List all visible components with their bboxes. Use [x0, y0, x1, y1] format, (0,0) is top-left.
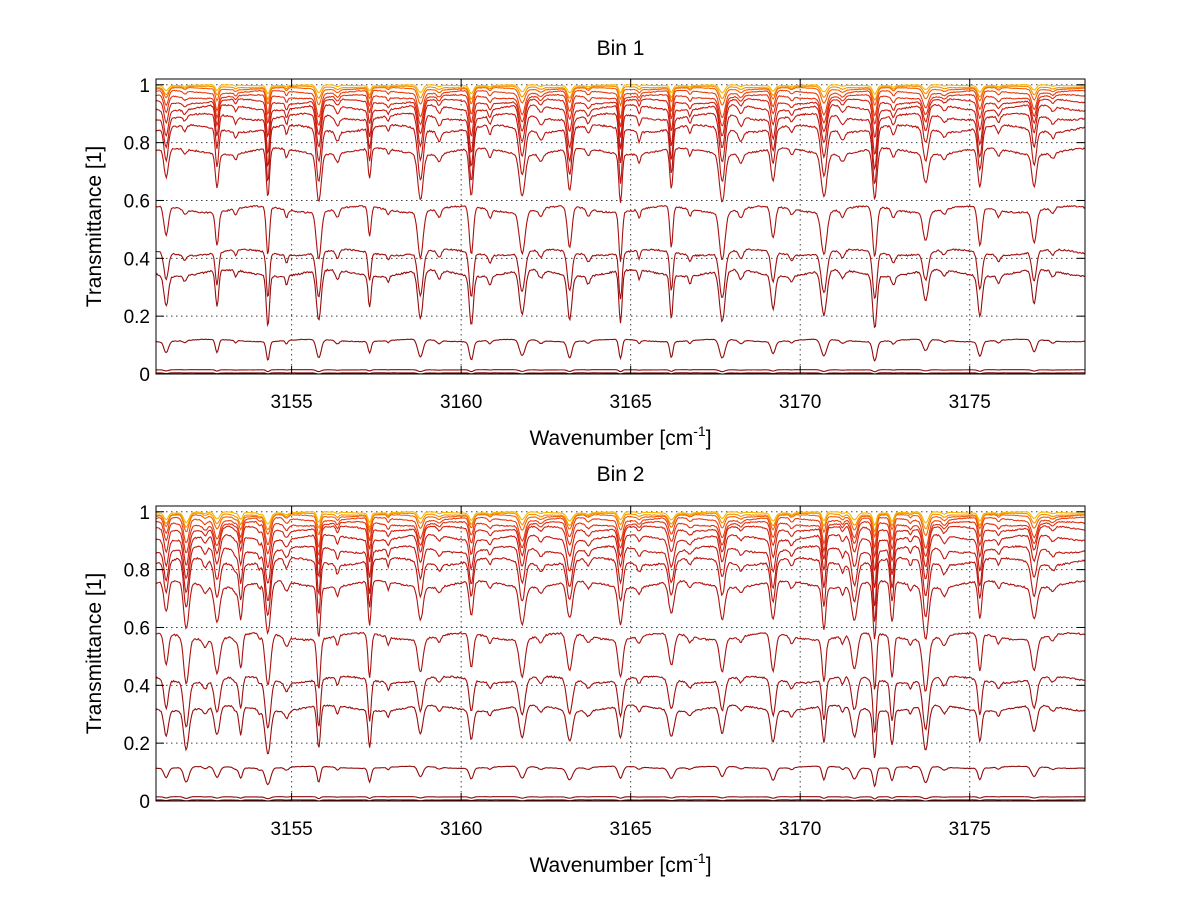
series-line-3: [155, 513, 1086, 539]
y-tick-label: 0.6: [124, 618, 150, 639]
series-line-5: [155, 93, 1086, 128]
y-axis-title: Transmittance [1]: [83, 573, 106, 734]
series-line-15: [155, 796, 1086, 800]
y-tick-label: 0.8: [124, 561, 150, 582]
series-group: [155, 84, 1086, 375]
y-tick-label: 0.2: [124, 734, 150, 755]
x-tick-label: 3165: [610, 819, 652, 840]
series-group: [155, 511, 1086, 802]
chart-panel-1: 3155 3160 3165 3170 3175 0 0.2 0.4 0.6 0.8 1 Bin 1 W…: [83, 37, 1086, 450]
series-line-4: [155, 89, 1086, 119]
series-line-3: [155, 86, 1086, 108]
series-line-8: [155, 544, 1086, 607]
plot-area: [156, 506, 1085, 801]
series-line-13: [155, 704, 1086, 759]
y-tick-label: 0: [139, 365, 150, 386]
series-line-6: [155, 525, 1086, 571]
x-tick-label: 3155: [270, 392, 312, 413]
series-line-6: [155, 98, 1086, 138]
x-axis-title: Wavenumber [cm-1]: [529, 423, 711, 450]
series-line-12: [155, 675, 1086, 733]
series-line-11: [155, 204, 1086, 262]
y-tick-label: 0.4: [124, 676, 151, 697]
plot-area: [156, 79, 1085, 374]
x-tick-label: 3175: [949, 392, 991, 413]
x-tick-label: 3160: [440, 819, 482, 840]
y-tick-label: 0.8: [124, 134, 150, 155]
y-axis-title: Transmittance [1]: [83, 146, 106, 307]
x-tick-label: 3155: [270, 819, 312, 840]
series-line-2: [155, 85, 1086, 101]
y-tick-label: 0.2: [124, 307, 150, 328]
series-line-2: [155, 512, 1086, 533]
series-line-7: [155, 103, 1086, 155]
series-line-13: [155, 268, 1086, 329]
series-line-4: [155, 516, 1086, 549]
x-tick-label: 3170: [779, 819, 821, 840]
y-tick-label: 1: [139, 503, 150, 524]
chart-panel-2: 3155 3160 3165 3170 3175 0 0.2 0.4 0.6 0.8 1 Bin 2 W…: [83, 463, 1086, 877]
y-tick-label: 0: [139, 792, 150, 813]
y-tick-label: 0.6: [124, 191, 150, 212]
series-line-15: [155, 369, 1086, 373]
series-line-8: [155, 112, 1086, 171]
x-axis-title: Wavenumber [cm-1]: [529, 850, 711, 877]
y-tick-label: 0.4: [124, 249, 151, 270]
chart-title: Bin 2: [597, 463, 645, 486]
axes-box: [155, 78, 1086, 375]
series-line-10: [155, 579, 1086, 641]
chart-title: Bin 1: [597, 37, 645, 60]
x-tick-label: 3170: [779, 392, 821, 413]
axes-box: [155, 505, 1086, 802]
series-line-9: [155, 123, 1086, 184]
x-tick-label: 3165: [610, 392, 652, 413]
series-line-10: [155, 146, 1086, 203]
x-tick-label: 3175: [949, 819, 991, 840]
y-tick-label: 1: [139, 76, 150, 97]
series-line-1: [155, 84, 1086, 95]
series-line-1: [155, 511, 1086, 527]
series-line-9: [155, 556, 1086, 622]
series-line-7: [155, 533, 1086, 588]
series-line-11: [155, 631, 1086, 692]
series-line-12: [155, 248, 1086, 300]
series-line-14: [155, 338, 1086, 362]
series-line-5: [155, 520, 1086, 559]
series-line-14: [155, 765, 1086, 788]
x-tick-label: 3160: [440, 392, 482, 413]
